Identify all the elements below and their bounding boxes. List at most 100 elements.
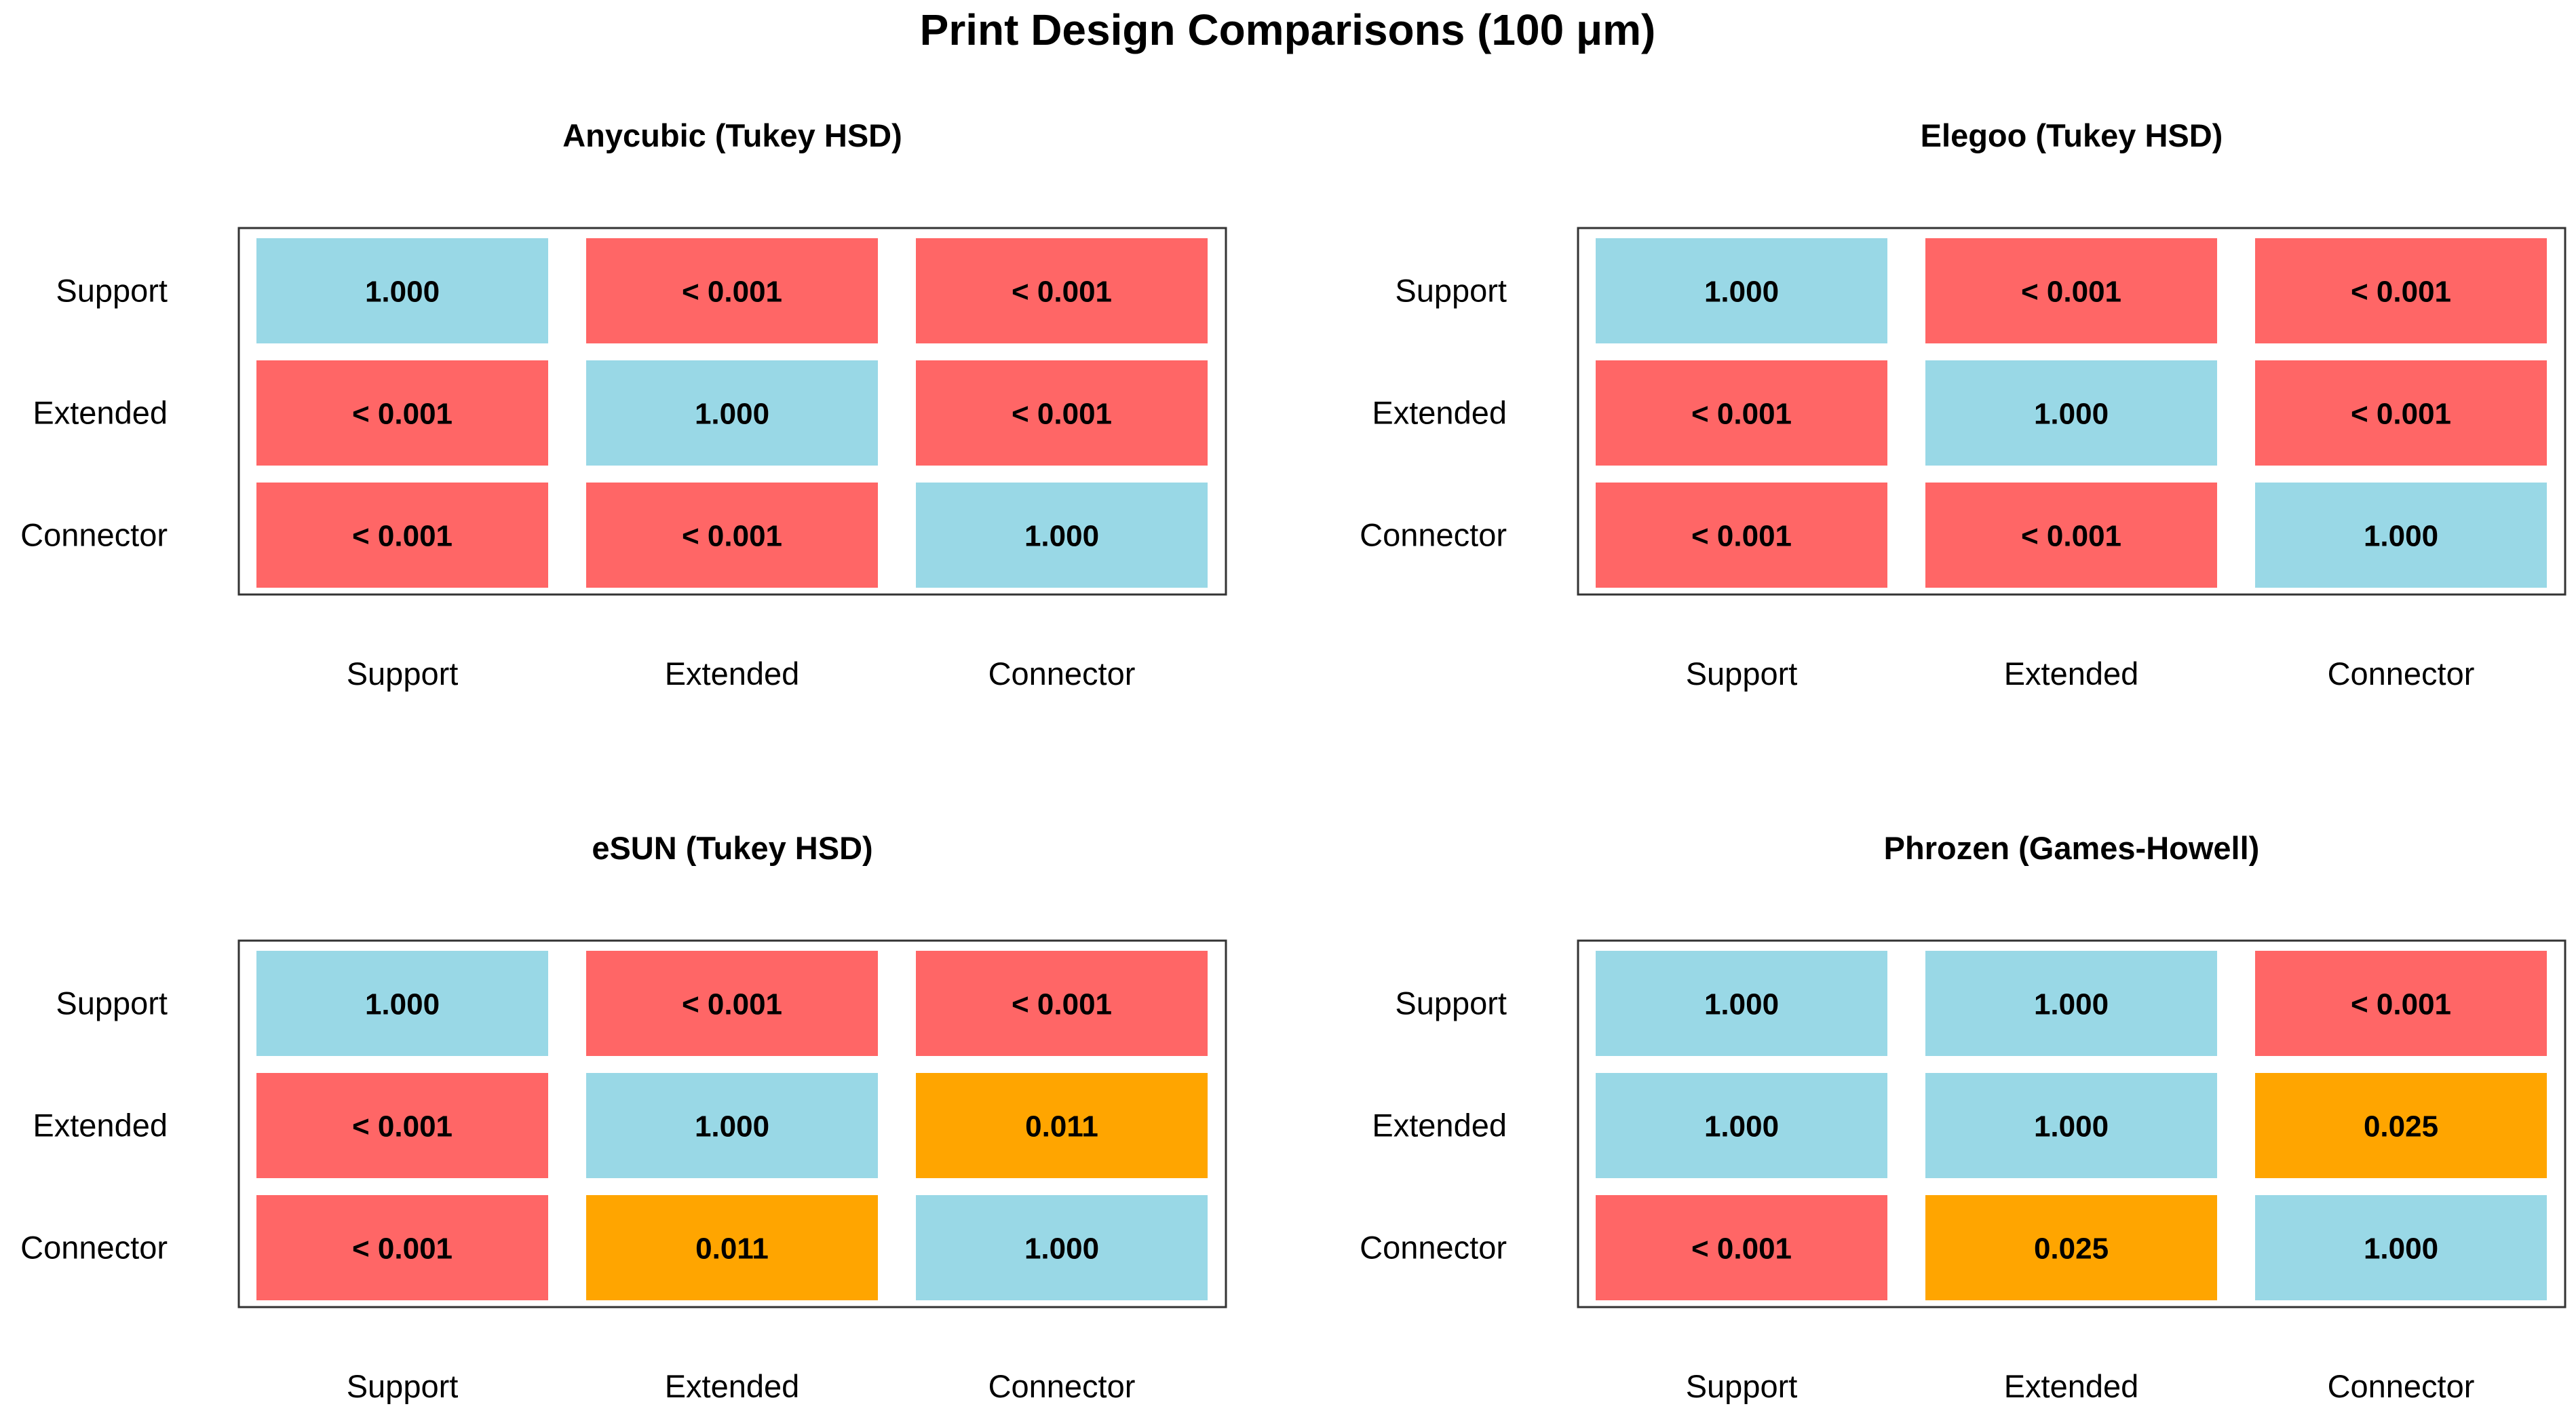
heatmap-cell — [256, 483, 548, 588]
heatmap-cell — [916, 1073, 1208, 1178]
column-label: Connector — [988, 1368, 1136, 1404]
row-label: Extended — [33, 395, 168, 431]
heatmap-cell — [1596, 1073, 1887, 1178]
cell-value-label: < 0.001 — [1691, 398, 1792, 431]
heatmap-cell — [916, 483, 1208, 588]
cell-value-label: 1.000 — [695, 1110, 769, 1144]
heatmap-cell — [1925, 1073, 2217, 1178]
heatmap-cell — [1596, 238, 1887, 343]
cell-value-label: < 0.001 — [1012, 276, 1112, 309]
column-label: Support — [347, 1368, 459, 1404]
cell-value-label: < 0.001 — [682, 276, 782, 309]
cell-value-label: 1.000 — [2364, 1232, 2438, 1266]
panel-title: Phrozen (Games-Howell) — [1884, 830, 2260, 866]
cell-value-label: < 0.001 — [2021, 520, 2121, 553]
cell-value-label: 1.000 — [1704, 276, 1779, 309]
heatmap-cell — [1596, 483, 1887, 588]
cell-value-label: < 0.001 — [682, 988, 782, 1021]
heatmap-cell — [586, 360, 878, 466]
heatmap-cell — [256, 238, 548, 343]
row-label: Connector — [1360, 517, 1507, 553]
row-label: Extended — [1372, 1108, 1507, 1144]
heatmap-cell — [916, 951, 1208, 1056]
heatmap-cell — [1596, 360, 1887, 466]
cell-value-label: 1.000 — [1024, 520, 1099, 553]
heatmap-cell — [2255, 1195, 2547, 1300]
column-label: Connector — [2328, 656, 2475, 692]
column-label: Extended — [2004, 1368, 2139, 1404]
cell-value-label: 0.011 — [695, 1232, 769, 1266]
cell-value-label: 1.000 — [1024, 1232, 1099, 1266]
cell-value-label: 1.000 — [2034, 398, 2109, 431]
cell-value-label: < 0.001 — [2351, 398, 2451, 431]
column-label: Extended — [2004, 656, 2139, 692]
heatmap-cell — [1925, 951, 2217, 1056]
cell-value-label: < 0.001 — [2351, 276, 2451, 309]
heatmap-cell — [586, 483, 878, 588]
heatmap-cell — [2255, 360, 2547, 466]
cell-value-label: < 0.001 — [2351, 988, 2451, 1021]
heatmap-cell — [1925, 483, 2217, 588]
heatmap-cell — [586, 951, 878, 1056]
column-label: Support — [1686, 656, 1798, 692]
heatmap-cell — [256, 1073, 548, 1178]
row-label: Support — [56, 985, 168, 1021]
cell-value-label: < 0.001 — [352, 1110, 453, 1144]
cell-value-label: 0.025 — [2034, 1232, 2109, 1266]
heatmap-panel: Anycubic (Tukey HSD) 1.000 < 0.001 < 0.001 <… — [20, 117, 1227, 692]
cell-value-label: 1.000 — [2364, 520, 2438, 553]
cell-value-label: 0.011 — [1025, 1110, 1098, 1144]
column-label: Support — [347, 656, 459, 692]
cell-value-label: 1.000 — [1704, 988, 1779, 1021]
heatmap-cell — [2255, 1073, 2547, 1178]
cell-value-label: 1.000 — [2034, 1110, 2109, 1144]
cell-value-label: 1.000 — [365, 276, 440, 309]
column-label: Extended — [665, 656, 800, 692]
row-label: Connector — [20, 1230, 168, 1266]
cell-value-label: < 0.001 — [2021, 276, 2121, 309]
heatmap-cell — [256, 1195, 548, 1300]
row-label: Connector — [1360, 1230, 1507, 1266]
row-label: Support — [1395, 985, 1507, 1021]
heatmap-cell — [586, 238, 878, 343]
row-label: Support — [56, 273, 168, 309]
cell-value-label: 1.000 — [695, 398, 769, 431]
heatmap-cell — [1925, 238, 2217, 343]
heatmap-cell — [1925, 360, 2217, 466]
cell-value-label: < 0.001 — [1012, 398, 1112, 431]
heatmap-cell — [256, 951, 548, 1056]
cell-value-label: < 0.001 — [1691, 1232, 1792, 1266]
heatmap-cell — [2255, 238, 2547, 343]
cell-value-label: < 0.001 — [352, 1232, 453, 1266]
column-label: Support — [1686, 1368, 1798, 1404]
heatmap-cell — [2255, 951, 2547, 1056]
panel-title: Anycubic (Tukey HSD) — [562, 117, 902, 153]
panel-title: Elegoo (Tukey HSD) — [1921, 117, 2223, 153]
cell-value-label: < 0.001 — [352, 398, 453, 431]
heatmap-panel: Elegoo (Tukey HSD) 1.000 < 0.001 < 0.001 < 0… — [1360, 117, 2567, 692]
heatmap-cell — [916, 1195, 1208, 1300]
row-label: Extended — [1372, 395, 1507, 431]
cell-value-label: 1.000 — [2034, 988, 2109, 1021]
heatmap-panel: eSUN (Tukey HSD) 1.000 < 0.001 < 0.001 < 0.0… — [20, 830, 1227, 1404]
cell-value-label: 1.000 — [1704, 1110, 1779, 1144]
cell-value-label: 0.025 — [2364, 1110, 2438, 1144]
heatmap-cell — [1596, 1195, 1887, 1300]
heatmap-panel: Phrozen (Games-Howell) 1.000 1.000 < 0.001 1… — [1360, 830, 2567, 1404]
heatmap-cell — [916, 360, 1208, 466]
cell-value-label: 1.000 — [365, 988, 440, 1021]
heatmap-cell — [256, 360, 548, 466]
heatmap-cell — [916, 238, 1208, 343]
row-label: Support — [1395, 273, 1507, 309]
heatmap-cell — [2255, 483, 2547, 588]
heatmap-cell — [1596, 951, 1887, 1056]
panels-container: Anycubic (Tukey HSD) 1.000 < 0.001 < 0.001 <… — [20, 117, 2567, 1404]
column-label: Connector — [988, 656, 1136, 692]
figure-title: Print Design Comparisons (100 μm) — [920, 5, 1656, 54]
heatmap-cell — [1925, 1195, 2217, 1300]
cell-value-label: < 0.001 — [352, 520, 453, 553]
cell-value-label: < 0.001 — [1012, 988, 1112, 1021]
cell-value-label: < 0.001 — [1691, 520, 1792, 553]
panel-title: eSUN (Tukey HSD) — [592, 830, 872, 866]
